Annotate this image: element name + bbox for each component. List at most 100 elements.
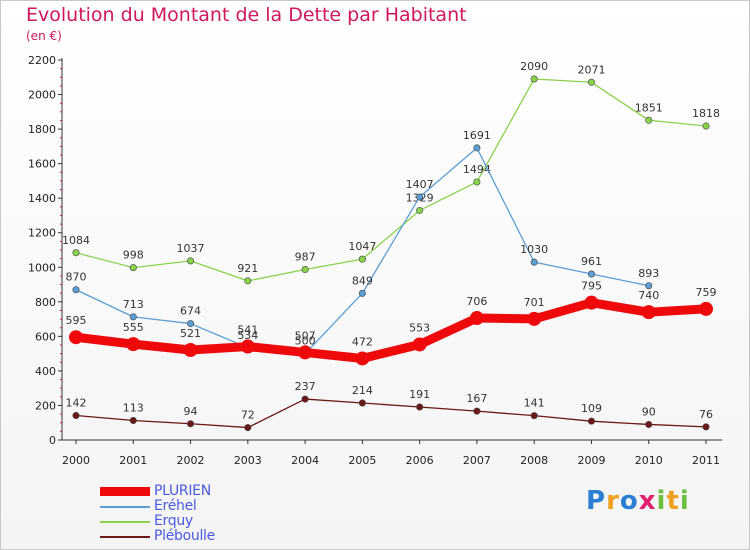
data-label-pleboulle-2000: 142 <box>66 396 87 409</box>
data-point-pleboulle-2005 <box>358 399 366 407</box>
y-tick-label-400: 400 <box>35 365 56 378</box>
data-label-erquy-2005: 1047 <box>348 240 376 253</box>
logo-letter: i <box>656 486 667 516</box>
data-point-erquy-2001 <box>129 264 137 272</box>
data-point-plurien-2005 <box>355 351 370 366</box>
data-label-plurien-2001: 555 <box>123 321 144 334</box>
data-label-plurien-2000: 595 <box>66 314 87 327</box>
data-point-erquy-2007 <box>473 178 481 186</box>
logo-letter: o <box>619 486 639 516</box>
y-tick-label-2000: 2000 <box>28 89 56 102</box>
series-line-erquy <box>75 78 707 282</box>
data-point-pleboulle-2004 <box>301 395 309 403</box>
data-label-erquy-2010: 1851 <box>635 101 663 114</box>
data-label-erehel-2009: 961 <box>581 255 602 268</box>
data-label-erehel-2000: 870 <box>66 271 87 284</box>
data-point-plurien-2009 <box>584 295 599 310</box>
data-point-erquy-2000 <box>72 249 80 257</box>
chart-title: Evolution du Montant de la Dette par Hab… <box>26 4 467 26</box>
x-tick-label-2003: 2003 <box>234 454 262 467</box>
data-label-erquy-2007: 1494 <box>463 163 491 176</box>
data-point-plurien-2008 <box>527 311 542 326</box>
data-label-erehel-2008: 1030 <box>520 243 548 256</box>
data-label-plurien-2009: 795 <box>581 280 602 293</box>
legend-label-erquy: Erquy <box>154 513 193 529</box>
chart-unit-label: (en €) <box>26 29 62 43</box>
data-point-erquy-2003 <box>244 277 252 285</box>
data-label-erquy-2001: 998 <box>123 249 144 262</box>
data-point-pleboulle-2000 <box>72 411 80 419</box>
data-point-pleboulle-2002 <box>187 420 195 428</box>
y-tick-label-800: 800 <box>35 296 56 309</box>
data-point-plurien-2003 <box>240 339 255 354</box>
x-tick-label-2008: 2008 <box>520 454 548 467</box>
x-tick-label-2011: 2011 <box>692 454 720 467</box>
data-label-plurien-2007: 706 <box>466 295 487 308</box>
x-tick-label-2010: 2010 <box>635 454 663 467</box>
data-label-erquy-2000: 1084 <box>62 234 90 247</box>
series-line-plurien <box>71 298 711 363</box>
data-point-plurien-2007 <box>469 311 484 326</box>
data-point-erquy-2009 <box>587 78 595 86</box>
data-point-erehel-2001 <box>129 313 137 321</box>
data-label-plurien-2005: 472 <box>352 335 373 348</box>
data-point-erehel-2008 <box>530 258 538 266</box>
data-label-erquy-2002: 1037 <box>177 242 205 255</box>
legend-label-pleboulle: Pléboulle <box>154 528 215 544</box>
legend-swatch-erquy <box>100 521 150 523</box>
y-tick-label-0: 0 <box>49 434 56 447</box>
data-point-erquy-2010 <box>645 116 653 124</box>
data-point-plurien-2001 <box>126 337 141 352</box>
data-point-pleboulle-2003 <box>244 424 252 432</box>
logo-letter: r <box>606 486 620 516</box>
y-tick-label-1800: 1800 <box>28 123 56 136</box>
data-label-pleboulle-2009: 109 <box>581 402 602 415</box>
data-label-plurien-2010: 740 <box>638 289 659 302</box>
data-label-pleboulle-2010: 90 <box>642 405 656 418</box>
data-label-erehel-2007: 1691 <box>463 129 491 142</box>
data-point-plurien-2000 <box>69 330 83 345</box>
data-label-pleboulle-2005: 214 <box>352 384 373 397</box>
data-point-pleboulle-2010 <box>645 420 653 428</box>
y-tick-label-1600: 1600 <box>28 158 56 171</box>
data-point-erehel-2002 <box>187 320 195 328</box>
x-tick-label-2005: 2005 <box>348 454 376 467</box>
data-point-plurien-2010 <box>641 305 656 320</box>
data-label-plurien-2008: 701 <box>524 296 545 309</box>
data-label-erquy-2008: 2090 <box>520 60 548 73</box>
data-label-erehel-2006: 1407 <box>406 178 434 191</box>
legend-swatch-plurien <box>100 487 150 496</box>
data-point-pleboulle-2011 <box>702 423 710 431</box>
data-point-erehel-2007 <box>473 144 481 152</box>
data-point-erquy-2002 <box>187 257 195 265</box>
data-point-pleboulle-2006 <box>416 403 424 411</box>
data-point-erquy-2004 <box>301 266 309 274</box>
data-point-pleboulle-2007 <box>473 407 481 415</box>
y-tick-label-2200: 2200 <box>28 54 56 67</box>
data-label-pleboulle-2008: 141 <box>524 397 545 410</box>
data-point-erquy-2006 <box>416 206 424 214</box>
legend-swatch-erehel <box>100 506 150 508</box>
y-tick-label-1000: 1000 <box>28 261 56 274</box>
data-point-plurien-2006 <box>412 337 427 352</box>
data-point-erquy-2005 <box>358 255 366 263</box>
legend-label-erehel: Eréhel <box>154 498 197 514</box>
data-label-pleboulle-2007: 167 <box>466 392 487 405</box>
y-tick-label-1200: 1200 <box>28 227 56 240</box>
logo-letter: i <box>679 486 690 516</box>
data-label-erehel-2002: 674 <box>180 305 201 318</box>
data-point-pleboulle-2008 <box>530 412 538 420</box>
data-point-pleboulle-2009 <box>587 417 595 425</box>
data-label-plurien-2004: 507 <box>295 329 316 342</box>
x-tick-label-2007: 2007 <box>463 454 491 467</box>
logo-letter: P <box>586 486 607 516</box>
data-point-plurien-2011 <box>699 301 713 316</box>
x-tick-label-2009: 2009 <box>577 454 605 467</box>
data-point-erquy-2008 <box>530 75 538 83</box>
data-point-erehel-2005 <box>358 289 366 297</box>
data-point-erehel-2009 <box>587 270 595 278</box>
data-label-pleboulle-2004: 237 <box>295 380 316 393</box>
data-label-erehel-2005: 849 <box>352 274 373 287</box>
data-point-erehel-2000 <box>72 286 80 294</box>
